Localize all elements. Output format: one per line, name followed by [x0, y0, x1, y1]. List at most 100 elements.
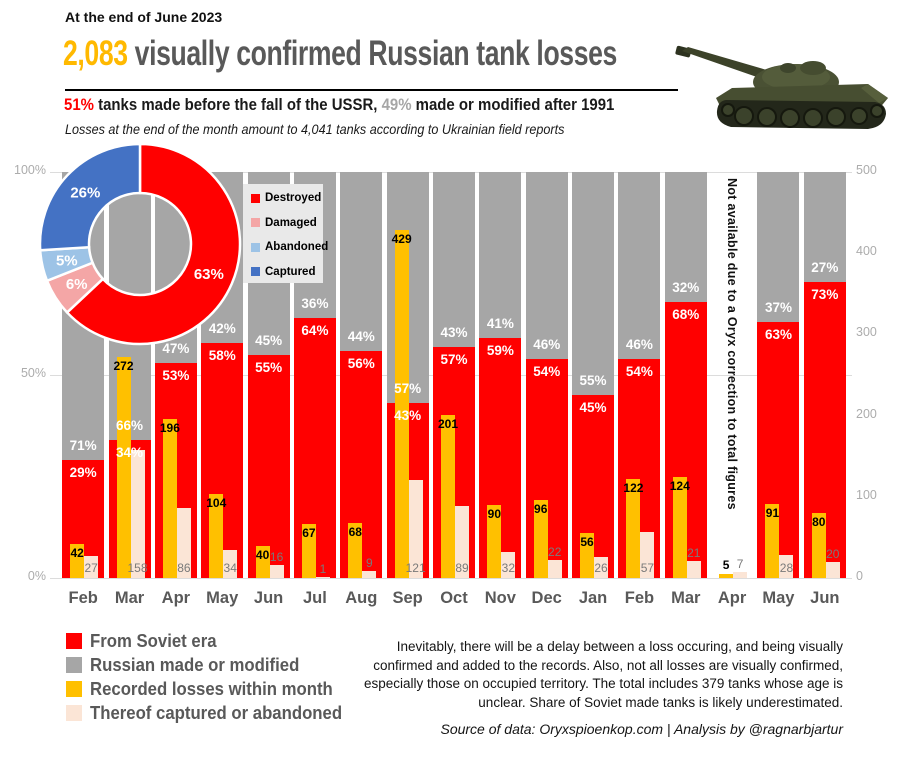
captured-abandoned-value: 20 [826, 546, 840, 561]
captured-abandoned-value: 7 [736, 557, 744, 572]
loss-status-donut-chart: 63% 6% 5% 26% [38, 142, 242, 346]
month-label: Apr [717, 589, 747, 607]
total-losses-number: 2,083 [63, 34, 128, 73]
russian-share-label: 32% [672, 279, 700, 295]
bar-captured-abandoned [825, 561, 840, 578]
russian-share-label: 37% [764, 300, 792, 316]
captured-abandoned-value: 34 [223, 561, 237, 575]
recorded-losses-value: 90 [487, 506, 502, 521]
bar-captured-abandoned [547, 560, 562, 578]
status-legend-item: Damaged [251, 211, 323, 236]
bar-recorded-losses [301, 523, 316, 578]
status-legend-label: Destroyed [265, 192, 322, 205]
bar-russian-made [525, 172, 568, 359]
month-label: Mar [671, 589, 701, 607]
month-label: Dec [531, 589, 562, 607]
bar-recorded-losses [765, 504, 780, 578]
captured-swatch-icon [251, 267, 260, 277]
disclaimer-text: Inevitably, there will be a delay betwee… [363, 639, 843, 710]
series-legend-item: From Soviet era [66, 629, 361, 653]
not-available-note: Not available due to a Oryx correction t… [725, 178, 740, 510]
captured-abandoned-value: 89 [455, 561, 469, 575]
source-credit: Source of data: Oryxspioenkop.com | Anal… [440, 721, 843, 737]
recorded-losses-value: 122 [623, 480, 644, 495]
series-legend-item: Thereof captured or abandoned [66, 701, 361, 725]
month-label: May [206, 589, 239, 607]
russian-share-label: 41% [486, 316, 514, 332]
bar-captured-abandoned [779, 555, 794, 578]
date-note: At the end of June 2023 [65, 9, 223, 25]
captured-abandoned-value: 26 [594, 561, 608, 575]
bar-captured-abandoned [686, 560, 701, 578]
captured-abandoned-value: 57 [640, 561, 655, 575]
month-label: Jun [810, 589, 840, 607]
bar-russian-made [618, 172, 661, 359]
bar-recorded-losses [672, 477, 687, 578]
bar-captured-abandoned [176, 508, 191, 578]
series-swatch-icon [66, 681, 82, 697]
bar-russian-made [664, 172, 707, 302]
series-legend-label: From Soviet era [90, 630, 217, 651]
bar-recorded-losses [348, 522, 363, 578]
bar-recorded-losses [116, 357, 131, 578]
recorded-losses-value: 124 [669, 479, 690, 494]
series-legend-item: Recorded losses within month [66, 677, 361, 701]
russian-share-label: 46% [533, 336, 561, 352]
bar-russian-made [340, 172, 383, 351]
damaged-swatch-icon [251, 218, 260, 228]
recorded-losses-value: 429 [391, 231, 412, 246]
gridline [50, 578, 852, 579]
russian-share-label: 44% [347, 328, 375, 344]
captured-abandoned-value: 1 [319, 562, 327, 577]
russian-share-label: 66% [116, 417, 144, 433]
bar-recorded-losses [580, 532, 595, 578]
status-legend-label: Abandoned [265, 241, 329, 254]
bar-russian-made [803, 172, 846, 282]
loss-status-legend: Destroyed Damaged Abandoned Captured [243, 184, 328, 283]
month-label: Nov [484, 589, 516, 607]
recorded-losses-value: 5 [722, 557, 730, 572]
soviet-share-label: 64% [301, 323, 329, 339]
donut-slice-value-label: 63% [194, 266, 224, 283]
donut-slice-value-label: 26% [70, 185, 100, 202]
series-legend-item: Russian made or modified [66, 653, 361, 677]
soviet-share-label: 57% [440, 351, 468, 367]
series-swatch-icon [66, 657, 82, 673]
subtitle-text-soviet: tanks made before the fall of the USSR, [93, 95, 382, 114]
bar-captured-abandoned [640, 531, 655, 578]
bar-chart-legend: From Soviet era Russian made or modified R… [66, 629, 361, 725]
bar-soviet-era [247, 354, 290, 578]
russian-share-label: 36% [301, 296, 329, 312]
russian-share-label: 47% [162, 340, 190, 356]
captured-abandoned-value: 21 [687, 545, 701, 560]
donut-slice-value-label: 6% [66, 276, 88, 293]
soviet-share-label: 54% [625, 363, 653, 379]
captured-abandoned-value: 9 [365, 555, 373, 570]
soviet-share-label: 58% [208, 347, 236, 363]
title-text: visually confirmed Russian tank losses [127, 34, 618, 73]
left-axis-tick-label: 0% [27, 569, 46, 583]
captured-abandoned-value: 86 [177, 561, 191, 575]
destroyed-swatch-icon [251, 193, 260, 203]
series-swatch-icon [66, 633, 82, 649]
bar-captured-abandoned [362, 570, 377, 578]
abandoned-swatch-icon [251, 242, 260, 252]
bar-captured-abandoned [733, 572, 748, 578]
russian-share-label: 27% [811, 259, 839, 275]
series-swatch-icon [66, 705, 82, 721]
subtitle-text-modern: made or modified after 1991 [411, 95, 615, 114]
soviet-share-label: 63% [764, 327, 792, 343]
bar-recorded-losses [811, 513, 826, 578]
right-axis-tick-label: 500 [856, 163, 877, 177]
recorded-losses-value: 68 [348, 524, 362, 539]
recorded-losses-value: 96 [534, 502, 548, 517]
bar-russian-made [433, 172, 475, 347]
bar-captured-abandoned [84, 556, 99, 578]
month-label: Oct [440, 589, 468, 607]
captured-abandoned-value: 158 [127, 561, 148, 575]
month-label: Jun [253, 589, 284, 607]
soviet-share-percent: 51% [64, 95, 94, 114]
soviet-share-label: 55% [255, 359, 283, 375]
recorded-losses-value: 91 [765, 506, 780, 521]
